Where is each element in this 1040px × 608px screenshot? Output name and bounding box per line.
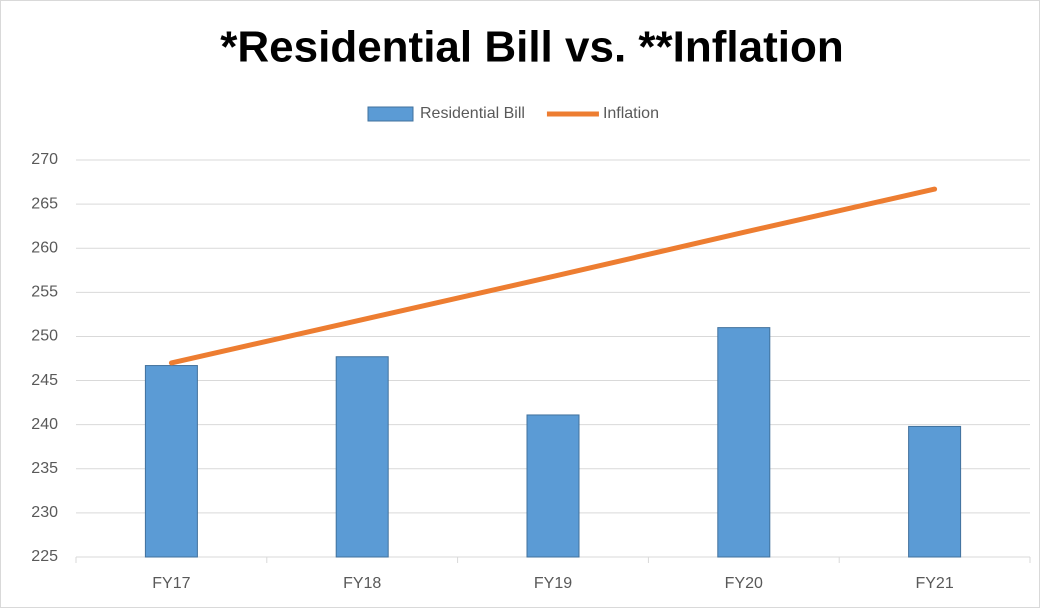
x-tick-label: FY18 — [343, 575, 381, 592]
y-tick-label: 225 — [31, 548, 58, 565]
bar — [717, 327, 771, 558]
bar — [908, 425, 962, 558]
line — [168, 186, 938, 366]
y-tick-label: 240 — [31, 416, 58, 433]
x-tick-label: FY20 — [725, 575, 763, 592]
legend-label: Residential Bill — [420, 105, 525, 122]
y-tick-label: 270 — [31, 151, 58, 168]
bar — [526, 414, 580, 558]
chart-title: *Residential Bill vs. **Inflation — [220, 23, 843, 72]
bar — [335, 356, 389, 558]
y-tick-label: 255 — [31, 284, 58, 301]
y-tick-label: 235 — [31, 460, 58, 477]
legend-swatch — [367, 106, 414, 122]
y-tick-label: 245 — [31, 372, 58, 389]
x-tick-label: FY21 — [915, 575, 953, 592]
bar — [144, 365, 198, 558]
legend-label: Inflation — [603, 105, 659, 122]
y-tick-label: 265 — [31, 195, 58, 212]
y-tick-label: 230 — [31, 504, 58, 521]
x-tick-label: FY19 — [534, 575, 572, 592]
y-tick-label: 260 — [31, 239, 58, 256]
x-tick-label: FY17 — [152, 575, 190, 592]
y-tick-label: 250 — [31, 328, 58, 345]
